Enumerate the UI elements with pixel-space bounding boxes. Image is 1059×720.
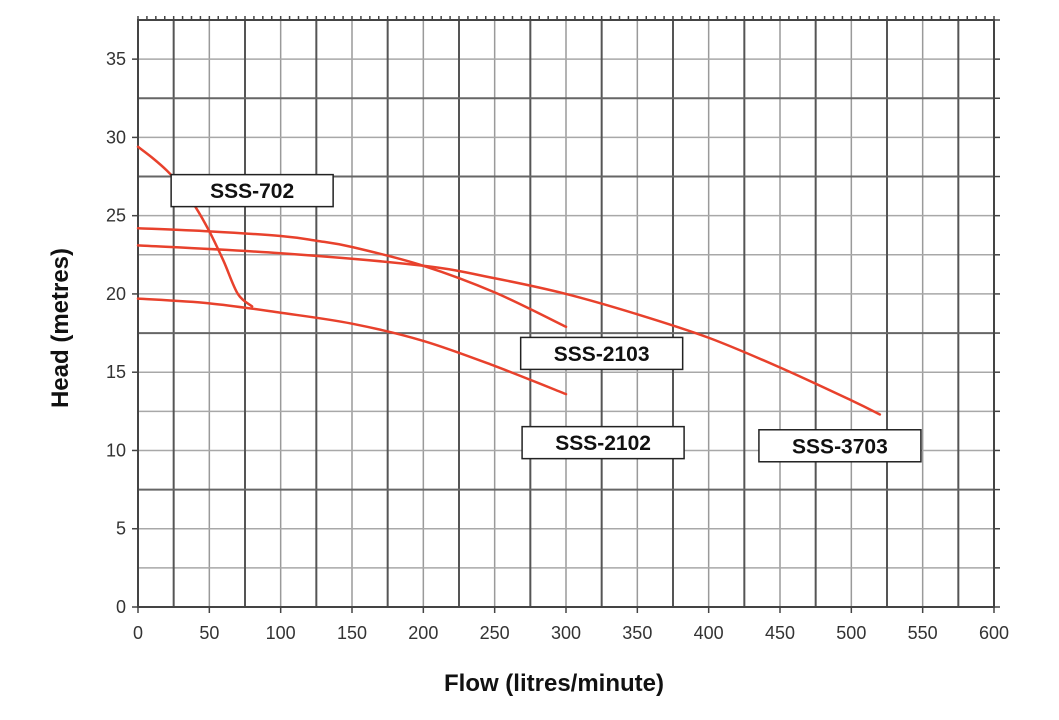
series-annotations: SSS-702 SSS-2103 SSS-2102 SSS-3703 — [170, 173, 922, 463]
x-tick-label: 200 — [408, 623, 438, 643]
y-tick-label: 0 — [116, 597, 126, 617]
x-tick-label: 150 — [337, 623, 367, 643]
annotation-label: SSS-2102 — [555, 432, 651, 455]
series-line-sss-2103 — [136, 226, 568, 329]
y-tick-label: 10 — [106, 440, 126, 460]
x-tick-label: 300 — [551, 623, 581, 643]
x-tick-label: 600 — [979, 623, 1009, 643]
y-tick-label: 35 — [106, 49, 126, 69]
annotation-label: SSS-3703 — [792, 435, 888, 458]
y-tick-label: 30 — [106, 127, 126, 147]
x-tick-label: 0 — [133, 623, 143, 643]
x-tick-label: 500 — [836, 623, 866, 643]
y-tick-label: 20 — [106, 284, 126, 304]
major-grid — [138, 20, 994, 607]
annotation-box — [170, 173, 334, 208]
x-tick-label: 100 — [266, 623, 296, 643]
x-tick-label: 250 — [480, 623, 510, 643]
x-tick-label: 50 — [199, 623, 219, 643]
x-axis-title: Flow (litres/minute) — [444, 670, 664, 697]
y-tick-label: 15 — [106, 362, 126, 382]
annotation-sss-2102: SSS-2102 — [521, 425, 685, 460]
annotation-label: SSS-702 — [210, 180, 294, 203]
annotation-box — [758, 429, 922, 463]
x-tick-label: 450 — [765, 623, 795, 643]
y-tick-label: 25 — [106, 206, 126, 226]
x-tick-label: 550 — [908, 623, 938, 643]
annotation-sss-702: SSS-702 — [170, 173, 334, 208]
series-line-sss-3703 — [136, 244, 882, 416]
annotation-box — [521, 425, 685, 460]
x-tick-label: 400 — [694, 623, 724, 643]
x-tick-label: 350 — [622, 623, 652, 643]
annotation-box — [519, 336, 684, 371]
annotation-sss-3703: SSS-3703 — [758, 429, 922, 463]
plot-frame — [137, 19, 995, 608]
annotation-label: SSS-2103 — [554, 343, 650, 366]
y-tick-label: 5 — [116, 519, 126, 539]
x-tick-labels: 0 50 100 150 200 250 300 350 400 450 500 550 600 — [133, 623, 1009, 643]
annotation-sss-2103: SSS-2103 — [519, 336, 684, 371]
series-line-sss-2102 — [136, 297, 568, 396]
y-axis-title: Head (metres) — [47, 248, 74, 408]
y-tick-labels: 0 5 10 15 20 25 30 35 — [106, 49, 126, 617]
minor-grid — [138, 20, 994, 607]
